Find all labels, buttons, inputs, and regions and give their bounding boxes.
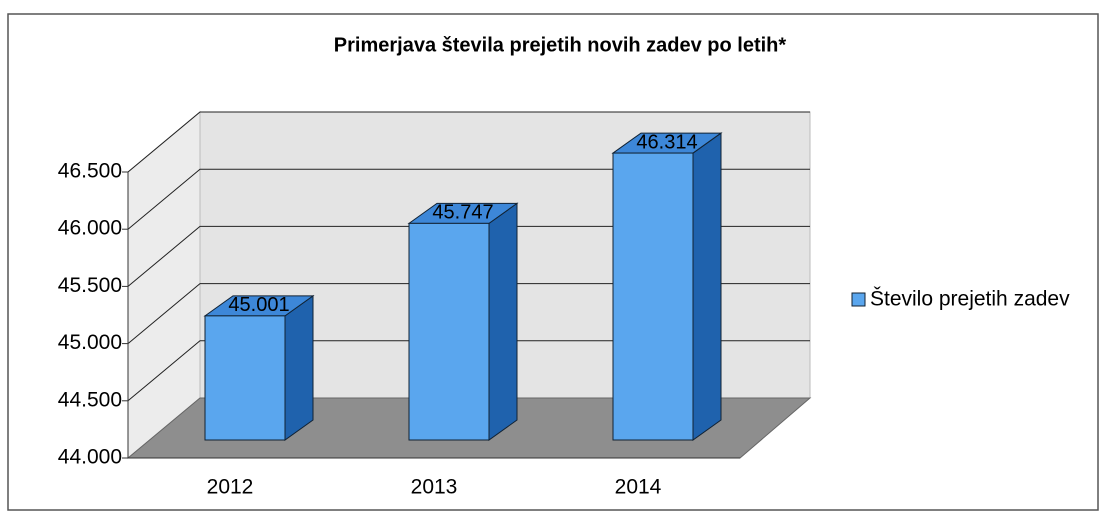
grid-line <box>127 168 810 230</box>
y-tick-label: 44.500 <box>58 388 122 411</box>
y-tick-label: 46.000 <box>58 217 122 240</box>
bar-side <box>284 294 314 441</box>
bar <box>408 222 490 441</box>
grid-line <box>127 111 810 173</box>
grid-line <box>127 283 810 344</box>
bar <box>204 315 286 441</box>
chart-title: Primerjava števila prejetih novih zadev … <box>334 34 787 56</box>
y-tick-label: 45.500 <box>58 274 122 297</box>
x-tick-label: 2013 <box>411 476 458 499</box>
x-tick-label: 2014 <box>615 476 662 499</box>
data-label: 46.314 <box>636 131 697 153</box>
bar <box>612 152 694 441</box>
grid-line <box>127 225 810 287</box>
data-label: 45.747 <box>432 202 493 224</box>
y-tick-label: 45.000 <box>58 331 122 354</box>
bar-side <box>692 132 722 441</box>
y-tick-label: 44.000 <box>58 446 122 469</box>
bar-side <box>488 202 518 441</box>
y-tick-label: 46.500 <box>58 160 122 183</box>
x-tick-label: 2012 <box>207 476 254 499</box>
side-wall <box>127 110 201 460</box>
legend-label: Število prejetih zadev <box>870 288 1070 311</box>
legend-swatch <box>851 292 866 307</box>
grid-line <box>127 340 810 402</box>
data-label: 45.001 <box>228 294 289 316</box>
